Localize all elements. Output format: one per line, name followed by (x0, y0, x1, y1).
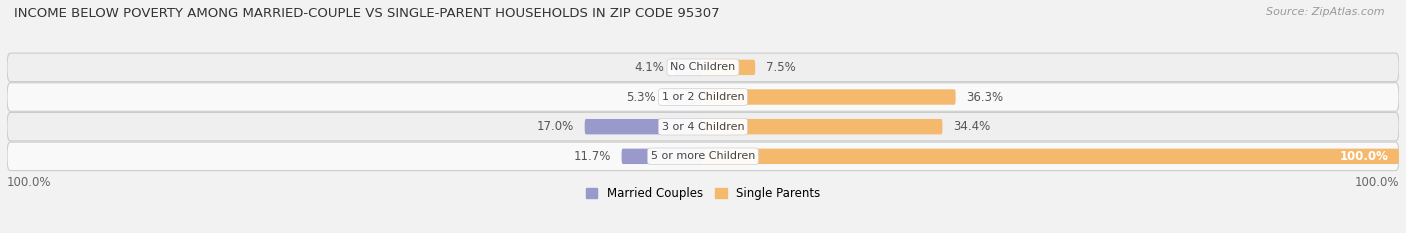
FancyBboxPatch shape (675, 60, 703, 75)
Text: 4.1%: 4.1% (634, 61, 664, 74)
FancyBboxPatch shape (703, 119, 942, 134)
Text: 1 or 2 Children: 1 or 2 Children (662, 92, 744, 102)
FancyBboxPatch shape (703, 149, 1399, 164)
FancyBboxPatch shape (621, 149, 703, 164)
FancyBboxPatch shape (7, 113, 1399, 141)
Text: 5 or more Children: 5 or more Children (651, 151, 755, 161)
FancyBboxPatch shape (7, 83, 1399, 111)
FancyBboxPatch shape (666, 89, 703, 105)
Text: 11.7%: 11.7% (574, 150, 612, 163)
Text: 34.4%: 34.4% (953, 120, 990, 133)
FancyBboxPatch shape (703, 60, 755, 75)
Text: 3 or 4 Children: 3 or 4 Children (662, 122, 744, 132)
FancyBboxPatch shape (7, 53, 1399, 82)
Text: Source: ZipAtlas.com: Source: ZipAtlas.com (1267, 7, 1385, 17)
Legend: Married Couples, Single Parents: Married Couples, Single Parents (586, 187, 820, 200)
FancyBboxPatch shape (585, 119, 703, 134)
Text: 36.3%: 36.3% (966, 90, 1004, 103)
Text: 100.0%: 100.0% (7, 176, 52, 188)
FancyBboxPatch shape (703, 89, 956, 105)
Text: No Children: No Children (671, 62, 735, 72)
Text: 17.0%: 17.0% (537, 120, 574, 133)
Text: 100.0%: 100.0% (1340, 150, 1389, 163)
FancyBboxPatch shape (7, 142, 1399, 171)
Text: 7.5%: 7.5% (766, 61, 796, 74)
Text: 5.3%: 5.3% (626, 90, 655, 103)
Text: 100.0%: 100.0% (1354, 176, 1399, 188)
Text: INCOME BELOW POVERTY AMONG MARRIED-COUPLE VS SINGLE-PARENT HOUSEHOLDS IN ZIP COD: INCOME BELOW POVERTY AMONG MARRIED-COUPL… (14, 7, 720, 20)
